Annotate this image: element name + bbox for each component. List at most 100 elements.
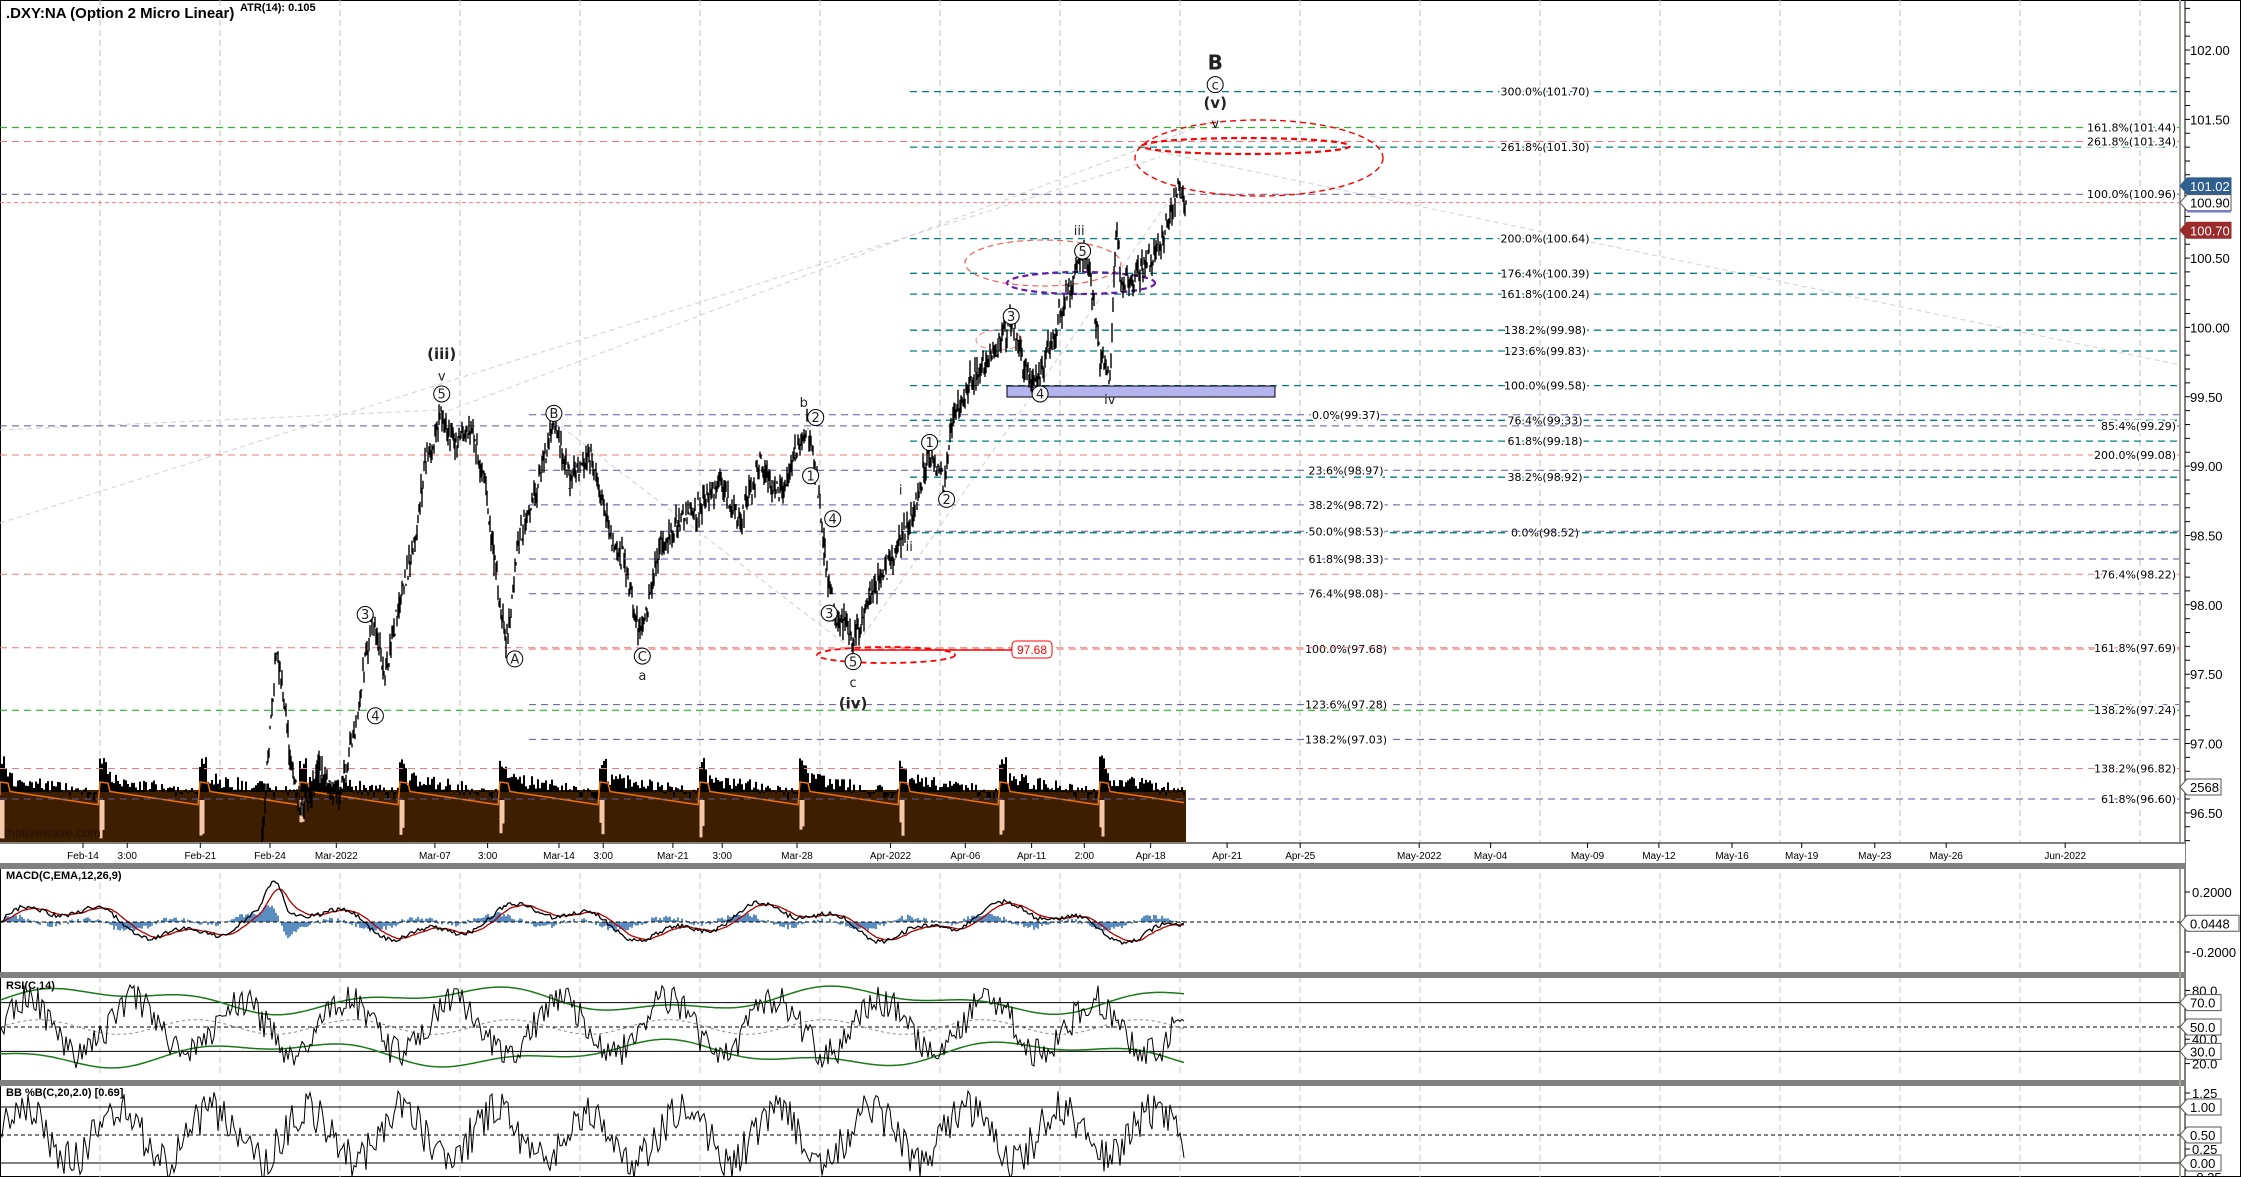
wave-label[interactable]: 4 <box>1031 385 1049 403</box>
support-zone[interactable] <box>1006 385 1276 398</box>
wave-label[interactable]: 1 <box>802 467 820 485</box>
panel-divider[interactable] <box>0 972 2185 978</box>
rsi-level-marker-text: 50.0 <box>2190 1020 2215 1035</box>
wave-label[interactable]: a <box>638 669 646 684</box>
price-bars[interactable] <box>261 178 1187 846</box>
wave-label-text: (iv) <box>839 695 868 713</box>
wave-label-circle <box>1206 76 1224 94</box>
target-ellipse[interactable] <box>816 646 956 664</box>
macd-value-marker: 0.0448 <box>2179 914 2240 932</box>
support-label-box <box>1011 640 1053 659</box>
macd-panel-label: MACD(C,EMA,12,26,9) <box>6 870 122 882</box>
indicator-tick-label: 0.25 <box>2192 1142 2217 1157</box>
target-ellipse[interactable] <box>1005 270 1157 296</box>
target-ellipse[interactable] <box>1134 119 1384 197</box>
wave-label-text: v <box>1211 117 1219 132</box>
price-tick-label: 101.50 <box>2190 112 2230 127</box>
wave-label[interactable]: 2 <box>807 409 825 427</box>
wave-label-circle <box>824 510 842 528</box>
wave-label-text: 2 <box>942 493 950 508</box>
wave-label[interactable]: (iii) <box>427 345 456 363</box>
time-tick-label: Feb-21 <box>184 851 216 862</box>
support-label: 97.68 <box>1017 643 1047 657</box>
wave-label-circle <box>921 434 939 452</box>
wave-label-circle <box>1031 385 1049 403</box>
wave-label[interactable]: 5 <box>433 385 451 403</box>
fib-level-label: 123.6%(97.28) <box>1305 699 1387 712</box>
time-tick-label: Apr-25 <box>1285 851 1315 862</box>
fib-level-label: 138.2%(99.98) <box>1504 324 1586 337</box>
bb-panel-label: BB %B(C,20,2.0) [0.69] <box>6 1087 124 1099</box>
target-ellipse[interactable] <box>964 239 1122 287</box>
wave-label-text: C <box>638 650 647 665</box>
wave-label[interactable]: 2 <box>938 490 956 508</box>
bb-level-marker: 0.00 <box>2179 1154 2222 1172</box>
rsi-upper-band <box>0 985 1185 1016</box>
bb-percent-line <box>0 1089 1185 1177</box>
macd-line <box>0 880 1184 945</box>
time-tick-label: Apr-18 <box>1136 851 1166 862</box>
wave-label[interactable]: 4 <box>366 707 384 725</box>
wave-label[interactable]: 3 <box>1002 307 1020 325</box>
wave-label[interactable]: v <box>438 370 446 385</box>
wave-label[interactable]: v <box>1211 117 1219 132</box>
wave-label-text: 4 <box>371 709 379 724</box>
fib-level-label: 38.2%(98.72) <box>1308 499 1383 512</box>
target-ellipse[interactable] <box>1140 136 1352 156</box>
wave-label[interactable]: c <box>850 676 857 691</box>
time-tick-label: May-12 <box>1642 851 1676 862</box>
wave-label[interactable]: (v) <box>1203 94 1227 112</box>
time-tick-label: 3:00 <box>712 851 732 862</box>
wave-label[interactable]: B <box>1208 51 1223 75</box>
time-tick-label: Apr-06 <box>950 851 980 862</box>
wave-label[interactable]: b <box>800 396 808 411</box>
wave-label[interactable]: ii <box>906 540 913 555</box>
wave-label[interactable]: 3 <box>356 606 374 624</box>
wave-label[interactable]: 5 <box>844 653 862 671</box>
price-tick-label: 96.50 <box>2190 806 2223 821</box>
wave-label-text: B <box>1208 51 1223 75</box>
time-tick-label: Feb-14 <box>67 851 99 862</box>
time-tick-label: 2:00 <box>1075 851 1095 862</box>
wave-label-text: v <box>438 370 446 385</box>
panel-divider[interactable] <box>0 1080 2185 1086</box>
time-tick-label: May-04 <box>1474 851 1508 862</box>
panel-divider[interactable] <box>0 863 2185 869</box>
wave-label[interactable]: iv <box>1104 393 1116 408</box>
wave-label[interactable]: 1 <box>921 434 939 452</box>
wave-label[interactable]: 3 <box>820 604 838 622</box>
wave-label[interactable]: C <box>633 647 651 665</box>
wave-label[interactable]: (iv) <box>839 695 868 713</box>
target-ellipse[interactable] <box>975 329 1023 351</box>
wave-label[interactable]: i <box>899 483 903 498</box>
wave-label-text: b <box>800 396 808 411</box>
wave-label[interactable]: 4 <box>824 510 842 528</box>
wave-label-text: ii <box>906 540 913 555</box>
wave-label-circle <box>633 647 651 665</box>
fib-level-label: 138.2%(97.24) <box>2094 704 2176 717</box>
price-axis-ticks <box>2185 7 2190 842</box>
time-tick-label: Mar-14 <box>543 851 575 862</box>
price-tick-label: 102.00 <box>2190 43 2230 58</box>
time-tick-label: Jun-2022 <box>2044 851 2086 862</box>
time-tick-label: Mar-2022 <box>315 851 358 862</box>
bb-level-marker: 1.00 <box>2179 1098 2222 1116</box>
price-marker-down: 100.70 <box>2179 221 2232 239</box>
rsi-level-marker-text: 70.0 <box>2190 996 2215 1011</box>
time-axis[interactable] <box>0 842 2185 864</box>
fib-level-label: 300.0%(101.70) <box>1500 86 1589 99</box>
wave-label[interactable]: c <box>1206 76 1224 94</box>
time-tick-label: Apr-11 <box>1017 851 1047 862</box>
fib-level-label: 161.8%(101.44) <box>2087 122 2176 135</box>
rsi-line <box>0 983 1185 1069</box>
wave-label[interactable]: B <box>545 404 563 422</box>
wave-label-text: A <box>510 653 519 668</box>
wave-label-text: 3 <box>825 607 833 622</box>
price-marker-down-text: 100.70 <box>2190 223 2230 238</box>
wave-label[interactable]: 5 <box>1074 242 1092 260</box>
price-tick-label: 100.50 <box>2190 251 2230 266</box>
wave-label-text: a <box>638 669 646 684</box>
wave-label[interactable]: iii <box>1074 224 1085 239</box>
wave-label[interactable]: A <box>506 650 524 668</box>
